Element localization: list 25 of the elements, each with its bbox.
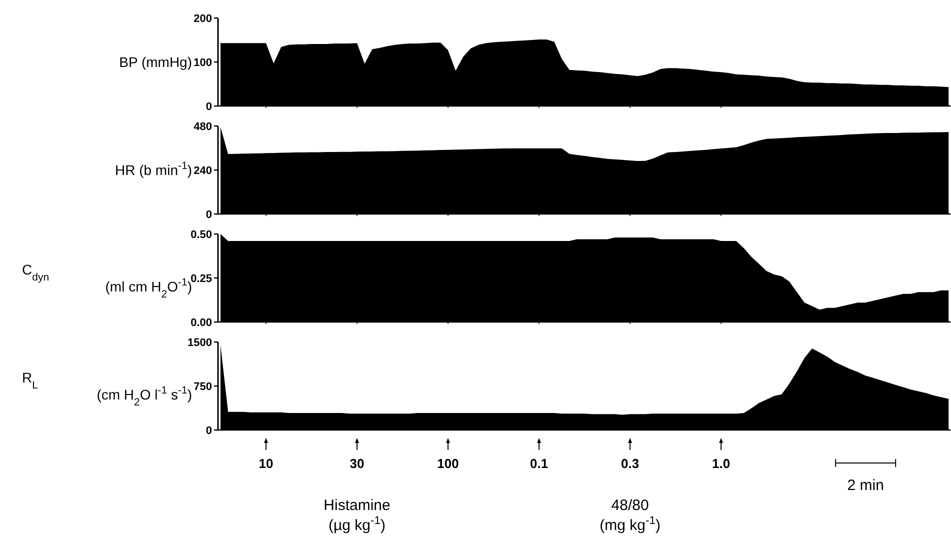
y-tick-label: 1500 bbox=[188, 336, 212, 349]
text: 48/80 (mg kg$^{-1}$) bbox=[600, 497, 660, 534]
x-tick-label: 0.1 bbox=[530, 456, 548, 471]
x-tick-label: 0.3 bbox=[621, 456, 640, 471]
y-axis-title: BP (mmHg) bbox=[119, 54, 192, 70]
x-tick-label: 1.0 bbox=[712, 456, 730, 471]
x-tick-label: 10 bbox=[258, 456, 274, 471]
x-tick-label: 100 bbox=[437, 456, 459, 471]
y-tick-label: 480 bbox=[194, 120, 212, 133]
y-tick-label: 0 bbox=[206, 100, 212, 113]
text: C$_{dyn}$ (ml cm H$_{2}$O$^{-1}$) bbox=[22, 261, 192, 300]
x-tick-label: 30 bbox=[350, 456, 364, 471]
y-tick-label: 0 bbox=[206, 424, 212, 437]
y-tick-label: 240 bbox=[194, 164, 212, 177]
y-tick-label: 0.00 bbox=[190, 316, 212, 329]
text: Histamine (µg kg$^{-1}$) bbox=[324, 497, 390, 534]
y-tick-label: 0.25 bbox=[190, 272, 212, 285]
y-tick-label: 0.50 bbox=[190, 228, 212, 241]
y-tick-label: 200 bbox=[194, 12, 212, 25]
text: R$_{L}$ (cm H$_{2}$O l$^{-1}$ s$^{-1}$) bbox=[22, 369, 192, 408]
y-tick-label: 100 bbox=[194, 56, 212, 69]
text: 2 min bbox=[847, 477, 884, 494]
y-axis-title: HR (b min$^{-1}$) bbox=[114, 160, 192, 178]
y-tick-label: 0 bbox=[206, 208, 212, 221]
y-tick-label: 750 bbox=[194, 380, 212, 393]
